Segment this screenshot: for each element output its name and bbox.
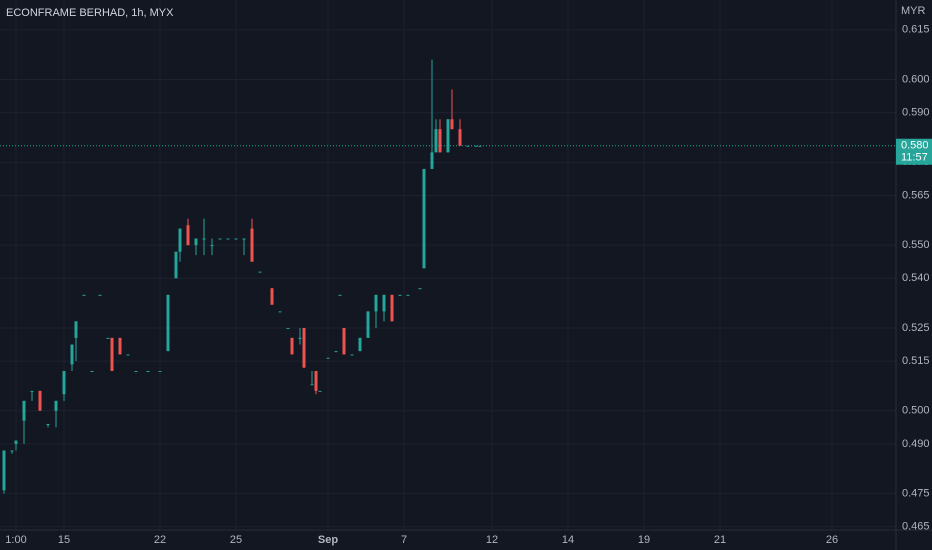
- candle-body: [342, 327, 346, 355]
- y-tick-label: 0.600: [902, 73, 930, 85]
- x-tick-label: 19: [638, 534, 650, 546]
- y-tick-label: 0.550: [902, 239, 930, 251]
- candle-body: [298, 337, 302, 339]
- price-label-box: [896, 138, 932, 165]
- candle-body: [418, 288, 422, 290]
- candle-body: [406, 294, 410, 296]
- x-tick-label: 14: [562, 534, 574, 546]
- candle-body: [2, 450, 6, 491]
- y-tick-label: 0.565: [902, 189, 930, 201]
- candle-body: [118, 337, 122, 355]
- candle-body: [258, 271, 262, 273]
- candle-body: [278, 311, 282, 313]
- candle-body: [398, 294, 402, 296]
- x-tick-label: 7: [401, 534, 407, 546]
- candle-body: [22, 400, 26, 421]
- candle-body: [30, 390, 34, 392]
- candle-body: [382, 294, 386, 312]
- candle-body: [310, 384, 314, 386]
- candle-body: [458, 129, 462, 146]
- candle-body: [338, 294, 342, 296]
- candle-body: [158, 371, 162, 372]
- candle-body: [202, 238, 206, 240]
- candle-body: [110, 337, 114, 371]
- candle-body: [98, 294, 102, 296]
- y-tick-label: 0.515: [902, 355, 930, 367]
- x-tick-label: 12: [486, 534, 498, 546]
- chart-title: ECONFRAME BERHAD, 1h, MYX: [6, 7, 174, 19]
- candle-body: [74, 321, 78, 338]
- candle-body: [434, 129, 438, 153]
- candle-body: [14, 440, 18, 444]
- countdown-label: 11:57: [901, 152, 928, 164]
- x-tick-label: 25: [230, 534, 242, 546]
- candle-body: [210, 245, 214, 247]
- candle-body: [286, 327, 290, 329]
- y-unit: MYR: [901, 5, 926, 17]
- candle-body: [358, 337, 362, 352]
- candle-body: [106, 337, 110, 339]
- x-tick-label: 15: [58, 534, 70, 546]
- candle-body: [302, 327, 306, 368]
- candle-body: [314, 371, 318, 391]
- candle-body: [82, 294, 86, 296]
- candle-body: [46, 424, 50, 425]
- candle-body: [326, 357, 330, 359]
- candle-body: [90, 371, 94, 372]
- y-tick-label: 0.490: [902, 438, 930, 450]
- y-tick-label: 0.615: [902, 24, 930, 36]
- candle-body: [38, 390, 42, 411]
- x-tick-label: 26: [826, 534, 838, 546]
- candle-body: [270, 288, 274, 305]
- candle-body: [366, 311, 370, 338]
- price-label: 0.580: [901, 140, 929, 152]
- y-tick-label: 0.475: [902, 487, 930, 499]
- y-tick-label: 0.465: [902, 521, 930, 533]
- candle-body: [166, 294, 170, 352]
- candle-body: [126, 354, 130, 356]
- candle-body: [70, 344, 74, 365]
- axes: 0.465 0.475 0.490 0.500 0.515 0.525 0.540 0.550…: [5, 24, 932, 546]
- candle-body: [430, 152, 434, 169]
- candle-body: [390, 294, 394, 322]
- candle-body: [290, 337, 294, 355]
- y-tick-label: 0.590: [902, 107, 930, 119]
- candle-body: [250, 228, 254, 262]
- y-tick-label: 0.525: [902, 322, 930, 334]
- candle-body: [194, 238, 198, 246]
- y-tick-label: 0.540: [902, 272, 930, 284]
- candle-body: [422, 168, 426, 269]
- x-tick-label: Sep: [318, 534, 338, 546]
- candle-body: [186, 225, 190, 246]
- y-tick-label: 0.500: [902, 405, 930, 417]
- candle-body: [146, 371, 150, 372]
- x-tick-label: 21: [714, 534, 726, 546]
- candle-body: [218, 238, 222, 240]
- plot: [0, 59, 896, 494]
- candle-body: [54, 400, 58, 411]
- x-tick-label: 22: [154, 534, 166, 546]
- candle-body: [450, 119, 454, 130]
- candle-body: [474, 145, 478, 147]
- candle-body: [62, 371, 66, 395]
- candle-body: [10, 450, 14, 452]
- candle-body: [446, 119, 450, 153]
- candle-body: [242, 238, 246, 240]
- candle-body: [178, 228, 182, 252]
- candle-body: [226, 238, 230, 240]
- candle-body: [350, 354, 354, 356]
- candle-body: [334, 351, 338, 353]
- candle-body: [374, 294, 378, 312]
- candle-body: [134, 371, 138, 372]
- candle-body: [234, 238, 238, 240]
- candle-body: [318, 390, 322, 392]
- candle-body: [438, 129, 442, 153]
- x-tick-label: 1:00: [5, 534, 26, 546]
- candle-body: [174, 251, 178, 279]
